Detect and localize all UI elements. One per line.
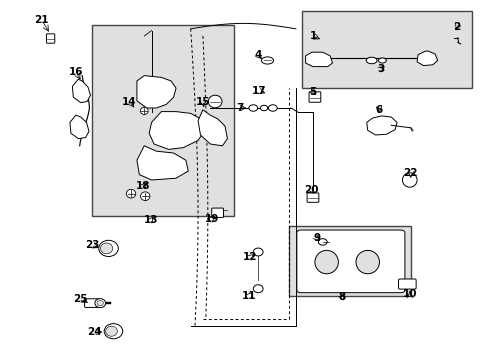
Polygon shape (137, 146, 188, 180)
Text: 15: 15 (195, 96, 210, 107)
Text: 17: 17 (251, 86, 266, 96)
Text: 12: 12 (243, 252, 257, 262)
Text: 7: 7 (235, 103, 243, 113)
Ellipse shape (253, 285, 263, 293)
Polygon shape (149, 112, 205, 149)
Text: 5: 5 (309, 87, 316, 97)
Text: 6: 6 (375, 105, 382, 115)
Polygon shape (70, 115, 89, 139)
Bar (302, 11, 471, 88)
Ellipse shape (140, 107, 148, 114)
Ellipse shape (318, 239, 326, 245)
Ellipse shape (99, 240, 118, 256)
Text: 4: 4 (253, 50, 261, 60)
Ellipse shape (208, 95, 222, 108)
Ellipse shape (126, 189, 136, 198)
Text: 22: 22 (403, 168, 417, 178)
Text: 3: 3 (376, 64, 383, 74)
Polygon shape (366, 116, 396, 135)
Polygon shape (198, 110, 227, 146)
FancyBboxPatch shape (308, 92, 320, 102)
Ellipse shape (261, 57, 273, 64)
Ellipse shape (366, 57, 376, 64)
Text: 19: 19 (204, 214, 219, 224)
Bar (92, 25, 233, 216)
Polygon shape (137, 76, 176, 108)
Ellipse shape (268, 105, 277, 111)
FancyBboxPatch shape (306, 193, 318, 202)
Ellipse shape (253, 248, 263, 256)
Text: 18: 18 (136, 181, 150, 192)
Text: 21: 21 (34, 15, 49, 25)
Ellipse shape (260, 105, 267, 111)
Text: 2: 2 (453, 22, 460, 32)
Polygon shape (72, 79, 90, 103)
Text: 14: 14 (122, 96, 137, 107)
Text: 13: 13 (143, 215, 158, 225)
Text: 8: 8 (338, 292, 345, 302)
Text: 10: 10 (402, 289, 416, 300)
Ellipse shape (101, 243, 112, 254)
FancyBboxPatch shape (211, 208, 223, 217)
Ellipse shape (140, 192, 150, 201)
Ellipse shape (314, 251, 338, 274)
Text: 11: 11 (242, 291, 256, 301)
Text: 25: 25 (73, 294, 88, 304)
Bar (289, 226, 410, 296)
Text: 24: 24 (87, 327, 102, 337)
FancyBboxPatch shape (46, 34, 55, 43)
FancyBboxPatch shape (296, 230, 404, 293)
Text: 1: 1 (309, 31, 316, 41)
Text: 9: 9 (313, 233, 320, 243)
Ellipse shape (95, 299, 105, 307)
Ellipse shape (402, 173, 416, 187)
Ellipse shape (378, 58, 386, 63)
Ellipse shape (97, 300, 103, 306)
Ellipse shape (355, 251, 379, 274)
Ellipse shape (105, 326, 117, 336)
FancyBboxPatch shape (398, 279, 415, 289)
Polygon shape (416, 51, 437, 66)
Text: 20: 20 (304, 185, 318, 195)
Text: 23: 23 (84, 240, 99, 250)
Polygon shape (305, 52, 332, 67)
FancyBboxPatch shape (84, 299, 99, 307)
Ellipse shape (248, 105, 257, 111)
Text: 16: 16 (68, 67, 83, 77)
Ellipse shape (104, 324, 122, 339)
